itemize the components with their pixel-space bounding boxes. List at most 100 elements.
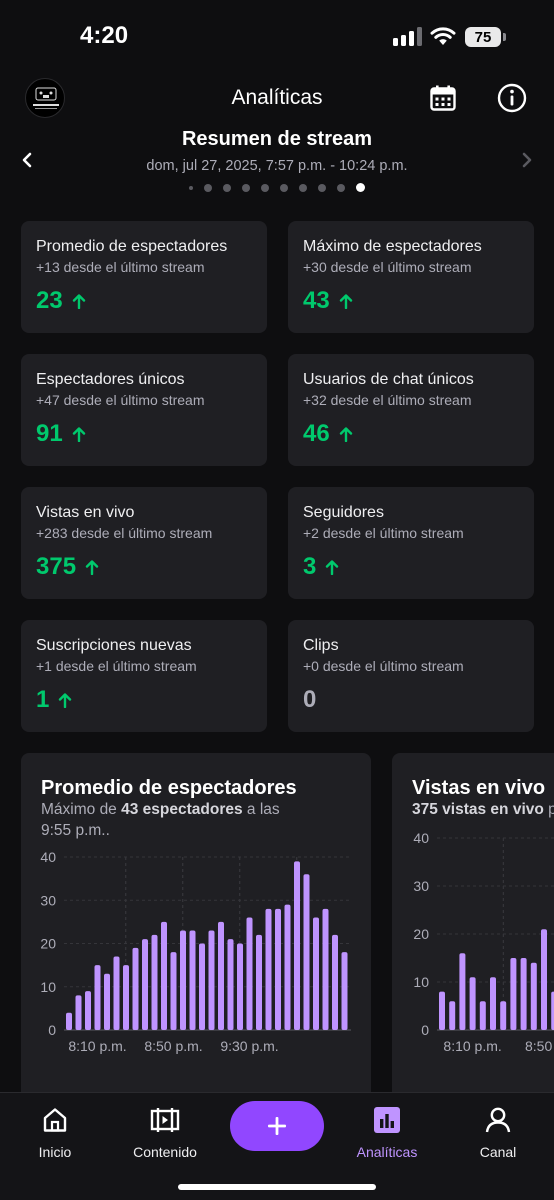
chart-title: Promedio de espectadores	[41, 777, 297, 799]
bar[interactable]	[500, 1001, 507, 1030]
bar[interactable]	[469, 977, 476, 1030]
stat-card[interactable]: Usuarios de chat únicos +32 desde el últi…	[288, 354, 534, 466]
bar[interactable]	[161, 921, 167, 1030]
stat-value: 375	[36, 553, 77, 580]
nav-label: Analíticas	[356, 1144, 418, 1160]
bar[interactable]	[459, 953, 466, 1030]
bar[interactable]	[322, 908, 329, 1030]
bar[interactable]	[142, 939, 148, 1030]
bar[interactable]	[284, 904, 291, 1030]
bar[interactable]	[85, 991, 91, 1030]
bar[interactable]	[151, 934, 158, 1030]
stats-grid: Promedio de espectadores +13 desde el últ…	[21, 221, 534, 732]
bar[interactable]	[123, 965, 129, 1030]
page-dot[interactable]	[280, 183, 288, 192]
stat-change: +30 desde el último stream	[303, 259, 472, 275]
x-tick-label: 8:50 p.m.	[525, 1038, 554, 1054]
stat-change: +2 desde el último stream	[303, 525, 464, 541]
plus-icon	[268, 1117, 286, 1135]
x-tick-label: 8:10 p.m.	[443, 1038, 501, 1054]
bar[interactable]	[479, 1001, 486, 1030]
content-icon	[150, 1108, 180, 1132]
page-dot[interactable]	[204, 183, 212, 192]
stat-card[interactable]: Clips +0 desde el último stream 0	[288, 620, 534, 732]
bar[interactable]	[104, 973, 110, 1030]
create-button[interactable]	[230, 1101, 324, 1151]
bar[interactable]	[303, 874, 310, 1030]
next-stream-button[interactable]	[517, 150, 537, 170]
y-tick-label: 40	[40, 849, 56, 865]
bar[interactable]	[218, 921, 224, 1030]
bar[interactable]	[265, 908, 272, 1030]
stat-title: Máximo de espectadores	[303, 238, 482, 255]
stat-change: +32 desde el último stream	[303, 392, 472, 408]
nav-analiticas[interactable]: Analíticas	[342, 1105, 432, 1160]
chart-subtitle-total: 375 vistas en vivo	[412, 801, 544, 818]
bar[interactable]	[551, 991, 554, 1030]
page-dot[interactable]	[223, 183, 231, 192]
stat-value-row: 375	[36, 553, 99, 581]
page-dot[interactable]	[299, 183, 307, 192]
arrow-up-icon	[339, 294, 352, 309]
bar[interactable]	[256, 934, 262, 1030]
bar[interactable]	[208, 930, 215, 1030]
home-icon	[43, 1108, 67, 1132]
nav-canal[interactable]: Canal	[453, 1105, 543, 1160]
bar[interactable]	[189, 930, 196, 1030]
page-dot-active[interactable]	[356, 183, 365, 192]
page-dot[interactable]	[189, 185, 193, 190]
bar[interactable]	[199, 943, 205, 1031]
bar[interactable]	[541, 929, 547, 1030]
bar[interactable]	[341, 952, 348, 1030]
bar[interactable]	[490, 977, 496, 1030]
bar[interactable]	[294, 861, 300, 1030]
bar[interactable]	[132, 947, 139, 1030]
nav-contenido[interactable]: Contenido	[120, 1105, 210, 1160]
bar[interactable]	[75, 995, 82, 1030]
page-indicator[interactable]	[0, 183, 554, 192]
y-tick-label: 30	[413, 878, 429, 894]
bar[interactable]	[510, 958, 517, 1030]
previous-stream-button[interactable]	[17, 150, 37, 170]
stat-card[interactable]: Suscripciones nuevas +1 desde el último s…	[21, 620, 267, 732]
bar[interactable]	[227, 939, 234, 1030]
chart-subtitle-suffix: a las	[242, 801, 280, 818]
stat-card[interactable]: Vistas en vivo +283 desde el último strea…	[21, 487, 267, 599]
page-dot[interactable]	[242, 183, 250, 192]
page-dot[interactable]	[261, 183, 269, 192]
bar[interactable]	[520, 958, 527, 1030]
stat-card[interactable]: Seguidores +2 desde el último stream 3	[288, 487, 534, 599]
stat-card[interactable]: Espectadores únicos +47 desde el último s…	[21, 354, 267, 466]
page-dot[interactable]	[337, 183, 345, 192]
nav-inicio[interactable]: Inicio	[10, 1105, 100, 1160]
page-title: Analíticas	[231, 86, 323, 109]
calendar-button[interactable]	[426, 81, 460, 115]
page-dot[interactable]	[318, 183, 326, 192]
user-icon	[485, 1107, 511, 1133]
bar[interactable]	[332, 934, 338, 1030]
bar[interactable]	[113, 956, 120, 1030]
bar[interactable]	[180, 930, 186, 1030]
stat-card[interactable]: Máximo de espectadores +30 desde el últim…	[288, 221, 534, 333]
bar[interactable]	[237, 943, 243, 1031]
viewers-chart-card[interactable]: Promedio de espectadores Máximo de 43 es…	[21, 753, 371, 1113]
info-button[interactable]	[495, 81, 529, 115]
stat-card[interactable]: Promedio de espectadores +13 desde el últ…	[21, 221, 267, 333]
bar[interactable]	[275, 908, 281, 1030]
views-chart-card[interactable]: Vistas en vivo 375 vistas en vivo p 0 10 2…	[392, 753, 554, 1113]
bar[interactable]	[246, 917, 253, 1030]
channel-avatar[interactable]	[25, 78, 65, 118]
arrow-up-icon	[85, 560, 99, 575]
bar[interactable]	[94, 965, 101, 1030]
stat-title: Vistas en vivo	[36, 504, 135, 521]
bar[interactable]	[66, 1012, 72, 1030]
bar[interactable]	[449, 1001, 456, 1030]
chart-subtitle-prefix: Máximo de	[41, 801, 122, 818]
bar[interactable]	[530, 962, 537, 1030]
battery-cap	[503, 33, 506, 41]
summary-title: Resumen de stream	[181, 128, 373, 150]
bar[interactable]	[313, 917, 319, 1030]
bar[interactable]	[439, 991, 445, 1030]
bar[interactable]	[170, 952, 177, 1030]
bottom-navigation: Inicio Contenido Analíticas	[0, 1092, 554, 1200]
